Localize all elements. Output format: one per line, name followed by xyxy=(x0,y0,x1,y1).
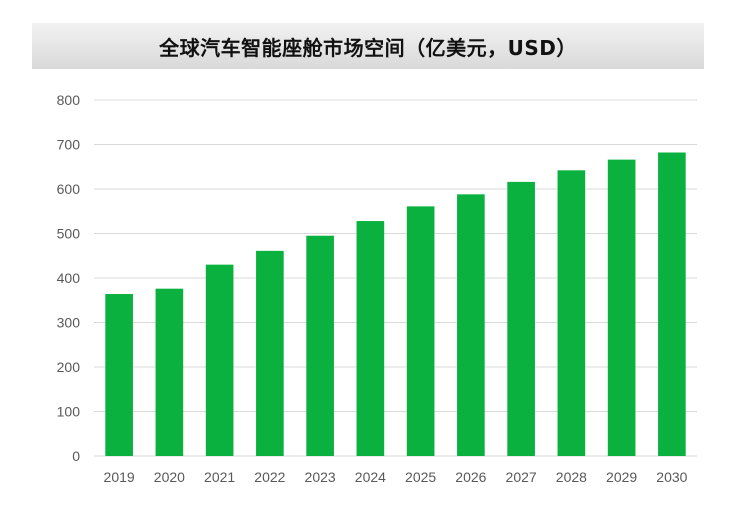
y-tick-label-500: 500 xyxy=(57,226,81,242)
x-tick-label-2024: 2024 xyxy=(355,469,386,485)
x-tick-label-2027: 2027 xyxy=(506,469,537,485)
bar-2030 xyxy=(658,152,686,456)
y-tick-label-100: 100 xyxy=(57,404,81,420)
bar-2029 xyxy=(607,159,636,456)
y-tick-label-200: 200 xyxy=(57,359,81,375)
bar-2024 xyxy=(356,221,385,456)
x-tick-label-2026: 2026 xyxy=(455,469,486,485)
x-tick-label-2022: 2022 xyxy=(254,469,285,485)
chart-title: 全球汽车智能座舱市场空间（亿美元，USD） xyxy=(159,35,577,60)
x-tick-label-2019: 2019 xyxy=(104,469,135,485)
x-axis: 2019 2020 2021 2022 2023 2024 2025 2026 2027 2028… xyxy=(104,469,688,485)
bar-2026 xyxy=(457,194,485,456)
chart-title-bar: 全球汽车智能座舱市场空间（亿美元，USD） xyxy=(32,23,704,69)
gridlines xyxy=(94,99,697,457)
bar-2027 xyxy=(507,181,535,456)
y-tick-label-600: 600 xyxy=(57,181,81,197)
bar-2022 xyxy=(256,250,284,456)
bar-2020 xyxy=(155,288,184,456)
bar-2021 xyxy=(205,264,234,456)
x-tick-label-2028: 2028 xyxy=(556,469,587,485)
bar-2023 xyxy=(306,235,334,456)
x-tick-label-2023: 2023 xyxy=(305,469,336,485)
x-tick-label-2029: 2029 xyxy=(606,469,637,485)
y-tick-label-800: 800 xyxy=(57,92,81,108)
x-tick-label-2020: 2020 xyxy=(154,469,185,485)
bar-2019 xyxy=(105,294,133,456)
bars xyxy=(105,152,686,456)
y-tick-label-700: 700 xyxy=(57,137,81,153)
y-tick-label-400: 400 xyxy=(57,270,81,286)
y-tick-label-300: 300 xyxy=(57,315,81,331)
x-tick-label-2030: 2030 xyxy=(656,469,687,485)
y-tick-label-0: 0 xyxy=(72,448,80,464)
x-tick-label-2021: 2021 xyxy=(204,469,235,485)
bar-2028 xyxy=(557,170,586,456)
bar-2025 xyxy=(406,206,435,456)
y-axis: 0 100 200 300 400 500 600 700 800 xyxy=(57,92,81,464)
x-tick-label-2025: 2025 xyxy=(405,469,436,485)
